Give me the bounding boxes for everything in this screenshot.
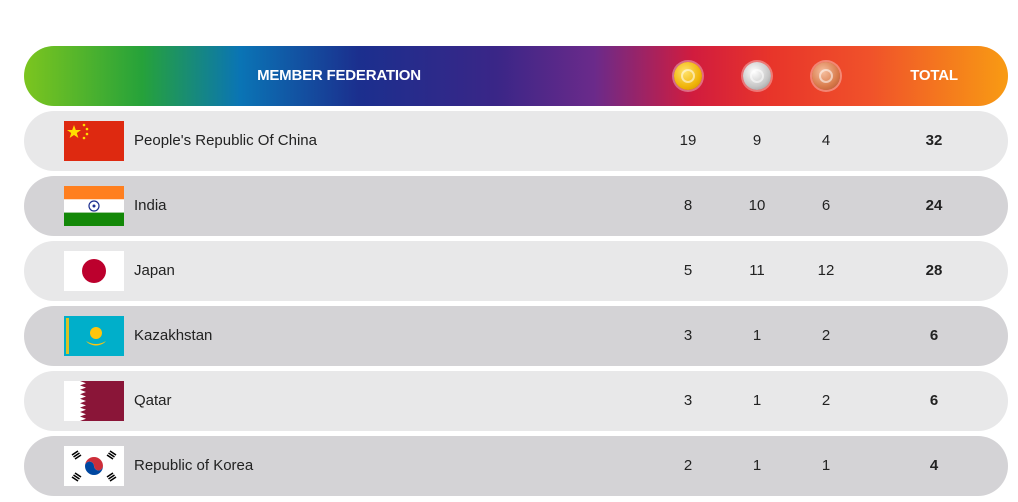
gold-count: 8 (683, 197, 693, 214)
country-name: Republic of Korea (134, 457, 254, 474)
table-header: MEMBER FEDERATION TOTAL (24, 46, 1008, 106)
table-body: People's Republic Of China 19 9 4 32 Ind… (24, 111, 1008, 496)
kazakhstan-flag-icon (64, 316, 124, 356)
table-row[interactable]: Republic of Korea 2 1 1 4 (24, 436, 1008, 496)
silver-count: 11 (749, 262, 765, 279)
medal-table: MEMBER FEDERATION TOTAL People's Republi… (24, 46, 1008, 501)
gold-count: 19 (679, 132, 697, 149)
country-name: People's Republic Of China (134, 132, 317, 149)
bronze-medal-icon (812, 62, 840, 90)
header-total: TOTAL (910, 67, 958, 84)
bronze-count: 4 (821, 132, 831, 149)
total-count: 24 (925, 197, 943, 214)
table-row[interactable]: Qatar 3 1 2 6 (24, 371, 1008, 431)
qatar-flag-icon (64, 381, 124, 421)
silver-count: 1 (752, 392, 762, 409)
silver-count: 10 (748, 197, 766, 214)
india-flag-icon (64, 186, 124, 226)
silver-count: 9 (752, 132, 762, 149)
country-name: Japan (134, 262, 175, 279)
table-row[interactable]: India 8 10 6 24 (24, 176, 1008, 236)
gold-medal-icon (674, 62, 702, 90)
header-member-federation: MEMBER FEDERATION (257, 67, 421, 84)
total-count: 6 (929, 327, 939, 344)
gold-count: 2 (683, 457, 693, 474)
total-count: 4 (929, 457, 939, 474)
bronze-count: 2 (821, 327, 831, 344)
silver-medal-icon (743, 62, 771, 90)
table-row[interactable]: People's Republic Of China 19 9 4 32 (24, 111, 1008, 171)
silver-count: 1 (752, 327, 762, 344)
silver-count: 1 (752, 457, 762, 474)
bronze-count: 6 (821, 197, 831, 214)
gold-count: 3 (683, 327, 693, 344)
korea-flag-icon (64, 446, 124, 486)
total-count: 28 (925, 262, 943, 279)
total-count: 6 (929, 392, 939, 409)
total-count: 32 (925, 132, 943, 149)
table-row[interactable]: Japan 5 11 12 28 (24, 241, 1008, 301)
bronze-count: 2 (821, 392, 831, 409)
bronze-count: 12 (817, 262, 835, 279)
japan-flag-icon (64, 251, 124, 291)
table-row[interactable]: Kazakhstan 3 1 2 6 (24, 306, 1008, 366)
country-name: Kazakhstan (134, 327, 213, 344)
country-name: Qatar (134, 392, 172, 409)
china-flag-icon (64, 121, 124, 161)
gold-count: 5 (683, 262, 693, 279)
bronze-count: 1 (821, 457, 831, 474)
country-name: India (134, 197, 167, 214)
gold-count: 3 (683, 392, 693, 409)
